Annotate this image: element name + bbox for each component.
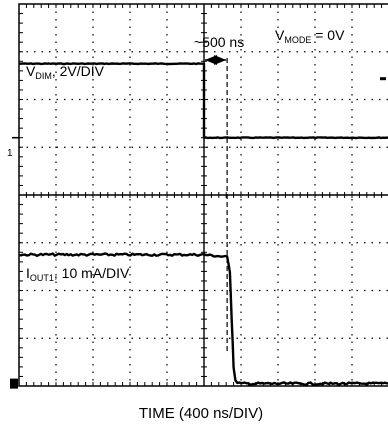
trace-out1 bbox=[18, 252, 388, 386]
traces bbox=[10, 55, 388, 389]
channel-1-marker: 1 bbox=[7, 148, 13, 159]
mode-annotation: VMODE = 0V bbox=[275, 27, 345, 45]
plot-border bbox=[18, 3, 388, 387]
delay-annotation: ~500 ns bbox=[194, 34, 244, 50]
delay-arrowhead-right bbox=[214, 55, 227, 65]
series-label-iout1: IOUT1, 10 mA/DIV bbox=[26, 265, 130, 283]
x-axis-label: TIME (400 ns/DIV) bbox=[139, 405, 263, 422]
channel-2-ground-marker bbox=[10, 378, 18, 389]
grid bbox=[18, 3, 388, 387]
series-label-vdim: VDIM, 2V/DIV bbox=[26, 63, 105, 81]
delay-arrowhead-left bbox=[205, 55, 217, 65]
trace-dim bbox=[19, 62, 388, 140]
